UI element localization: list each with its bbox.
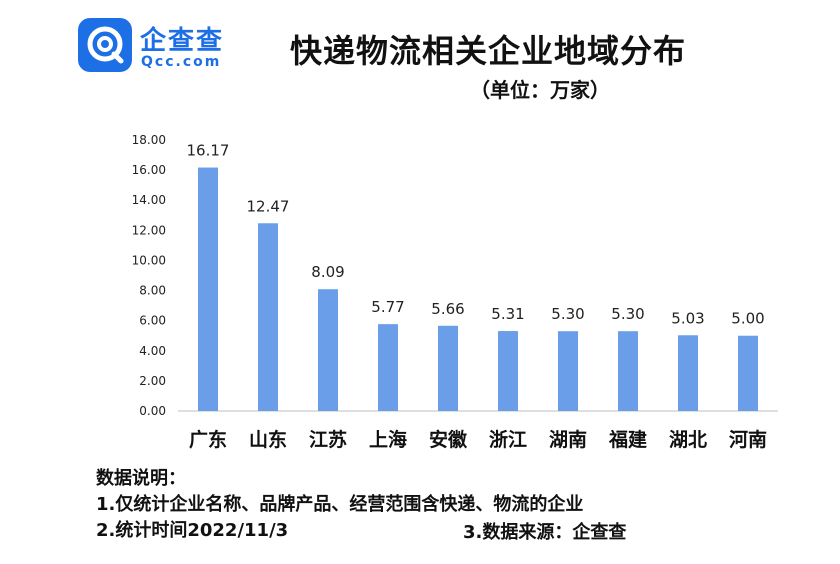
bar bbox=[198, 167, 218, 411]
data-label: 5.66 bbox=[431, 300, 464, 318]
y-tick-label: 14.00 bbox=[132, 193, 166, 207]
data-label: 5.03 bbox=[671, 309, 704, 327]
y-tick-label: 10.00 bbox=[132, 253, 166, 267]
bar bbox=[498, 331, 518, 411]
x-tick-label: 安徽 bbox=[429, 428, 468, 451]
y-tick-label: 2.00 bbox=[139, 374, 166, 388]
bar bbox=[438, 325, 458, 411]
x-tick-label: 广东 bbox=[189, 428, 227, 451]
data-label: 5.30 bbox=[551, 305, 584, 323]
x-tick-label: 湖北 bbox=[669, 429, 707, 451]
y-tick-label: 16.00 bbox=[132, 163, 166, 177]
logo-domain: Qcc.com bbox=[141, 54, 222, 70]
x-tick-label: 上海 bbox=[369, 428, 407, 451]
x-tick-label: 湖南 bbox=[549, 429, 587, 451]
chart-subtitle: （单位：万家） bbox=[470, 78, 610, 102]
y-tick-label: 18.00 bbox=[132, 133, 166, 147]
x-tick-label: 山东 bbox=[249, 428, 287, 451]
logo-name: 企查查 bbox=[140, 26, 225, 56]
data-label: 5.77 bbox=[371, 298, 404, 316]
data-label: 16.17 bbox=[187, 142, 230, 160]
y-tick-label: 12.00 bbox=[132, 223, 166, 237]
bar bbox=[378, 324, 398, 411]
x-tick-label: 浙江 bbox=[489, 428, 527, 451]
x-tick-label: 福建 bbox=[608, 428, 647, 451]
data-label: 5.00 bbox=[731, 310, 764, 328]
x-tick-label: 江苏 bbox=[309, 428, 347, 451]
data-label: 5.30 bbox=[611, 305, 644, 323]
notes-heading: 数据说明： bbox=[96, 468, 186, 489]
y-tick-label: 8.00 bbox=[139, 284, 166, 298]
bar-chart: 0.00 2.00 4.00 6.00 8.00 10.00 12.00 14.00 16.00… bbox=[132, 133, 778, 451]
y-tick-label: 4.00 bbox=[139, 344, 166, 358]
bar bbox=[618, 331, 638, 411]
bar bbox=[558, 331, 578, 411]
bar bbox=[318, 289, 338, 411]
notes-source: 3.数据来源：企查查 bbox=[463, 522, 627, 543]
notes-line-1: 1.仅统计企业名称、品牌产品、经营范围含快递、物流的企业 bbox=[96, 494, 584, 515]
chart-title: 快递物流相关企业地域分布 bbox=[290, 32, 687, 70]
x-tick-label: 河南 bbox=[729, 429, 767, 451]
notes: 数据说明： 1.仅统计企业名称、品牌产品、经营范围含快递、物流的企业 2.统计时… bbox=[96, 466, 583, 544]
data-label: 5.31 bbox=[491, 305, 524, 323]
brand-logo: 企查查 Qcc.com bbox=[78, 18, 248, 74]
data-label: 8.09 bbox=[311, 263, 344, 281]
y-tick-label: 0.00 bbox=[139, 404, 166, 418]
bar bbox=[258, 223, 278, 411]
data-label: 12.47 bbox=[247, 197, 290, 215]
logo-icon bbox=[78, 18, 132, 72]
notes-line-2: 2.统计时间2022/11/3 bbox=[96, 520, 289, 541]
bar bbox=[678, 335, 698, 411]
bar bbox=[738, 335, 758, 411]
y-tick-label: 6.00 bbox=[139, 314, 166, 328]
